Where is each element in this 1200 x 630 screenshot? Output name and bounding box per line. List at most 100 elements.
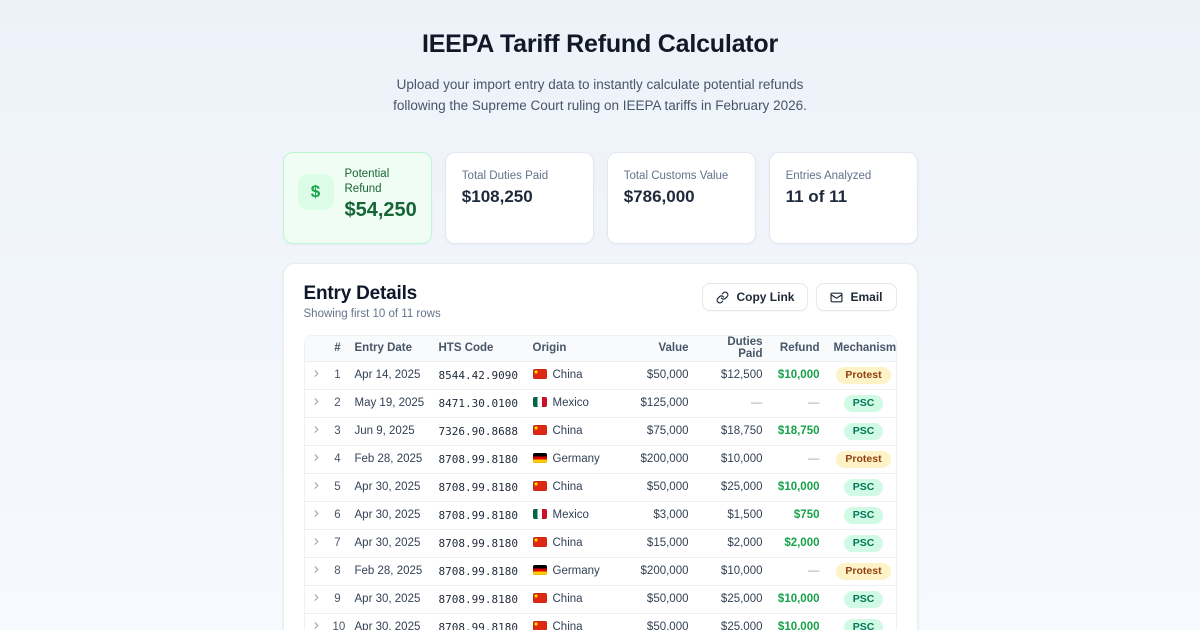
column-expand [304, 336, 327, 362]
hts-code: 8708.99.8180 [432, 473, 527, 502]
entry-details-panel: Entry Details Showing first 10 of 11 row… [282, 263, 918, 630]
origin-country: Germany [552, 565, 600, 577]
mechanism-badge: PSC [843, 478, 884, 496]
entry-date: Apr 30, 2025 [348, 501, 433, 530]
flag-mexico-icon [532, 509, 547, 519]
table-row[interactable]: 7 Apr 30, 2025 8708.99.8180 China $15,00… [304, 529, 896, 558]
chevron-right-icon[interactable] [311, 564, 322, 575]
entry-date: Apr 30, 2025 [348, 529, 433, 558]
refund-amount: — [770, 445, 828, 474]
entry-details-subtitle: Showing first 10 of 11 rows [303, 308, 441, 320]
table-row[interactable]: 4 Feb 28, 2025 8708.99.8180 Germany $200… [304, 445, 896, 474]
link-icon [716, 291, 729, 304]
table-row[interactable]: 3 Jun 9, 2025 7326.90.8688 China $75,000… [304, 417, 896, 446]
chevron-right-icon[interactable] [311, 620, 322, 630]
duties-paid: $10,000 [696, 445, 771, 474]
column-duties-paid: Duties Paid [696, 336, 771, 362]
mechanism-badge: Protest [836, 450, 891, 468]
stat-label: Potential Refund [344, 168, 390, 195]
customs-value: $75,000 [616, 417, 697, 446]
origin-country: Mexico [552, 397, 589, 409]
chevron-right-icon[interactable] [311, 536, 322, 547]
customs-value: $200,000 [616, 557, 697, 586]
mechanism-badge: PSC [843, 590, 884, 608]
table-row[interactable]: 9 Apr 30, 2025 8708.99.8180 China $50,00… [304, 585, 896, 614]
mechanism-badge: Protest [836, 562, 891, 580]
refund-amount: $750 [770, 501, 828, 530]
row-number: 1 [326, 361, 349, 390]
table-row[interactable]: 2 May 19, 2025 8471.30.0100 Mexico $125,… [304, 389, 896, 418]
email-label: Email [850, 290, 883, 304]
row-number: 10 [326, 613, 349, 630]
stat-label: Entries Analyzed [785, 170, 872, 182]
page-container: IEEPA Tariff Refund Calculator Upload yo… [282, 0, 918, 630]
refund-amount: — [770, 389, 828, 418]
chevron-right-icon[interactable] [311, 424, 322, 435]
mail-icon [830, 291, 843, 304]
refund-amount: $10,000 [770, 585, 828, 614]
flag-germany-icon [532, 453, 547, 463]
row-number: 2 [326, 389, 349, 418]
copy-link-button[interactable]: Copy Link [702, 283, 809, 311]
mechanism-badge: PSC [843, 394, 884, 412]
row-number: 9 [326, 585, 349, 614]
entry-date: Feb 28, 2025 [348, 557, 433, 586]
duties-paid: $25,000 [696, 473, 771, 502]
stat-value: $54,250 [344, 199, 417, 221]
column-entry-date: Entry Date [348, 336, 433, 362]
entry-date: Apr 30, 2025 [348, 585, 433, 614]
email-button[interactable]: Email [816, 283, 897, 311]
chevron-right-icon[interactable] [311, 452, 322, 463]
refund-amount: $10,000 [770, 613, 828, 630]
flag-china-icon [532, 537, 547, 547]
table-row[interactable]: 1 Apr 14, 2025 8544.42.9090 China $50,00… [304, 361, 896, 390]
table-row[interactable]: 8 Feb 28, 2025 8708.99.8180 Germany $200… [304, 557, 896, 586]
chevron-right-icon[interactable] [311, 368, 322, 379]
row-number: 7 [326, 529, 349, 558]
chevron-right-icon[interactable] [311, 508, 322, 519]
stat-value: $108,250 [461, 187, 533, 206]
duties-paid: — [696, 389, 771, 418]
entry-date: Feb 28, 2025 [348, 445, 433, 474]
chevron-right-icon[interactable] [311, 480, 322, 491]
dollar-icon: $ [297, 174, 334, 210]
chevron-right-icon[interactable] [311, 592, 322, 603]
table-row[interactable]: 5 Apr 30, 2025 8708.99.8180 China $50,00… [304, 473, 896, 502]
origin-country: China [552, 593, 583, 605]
origin-country: China [552, 369, 583, 381]
customs-value: $15,000 [616, 529, 697, 558]
origin-country: Germany [552, 453, 600, 465]
column-refund: Refund [770, 336, 828, 362]
origin-country: China [552, 481, 583, 493]
duties-paid: $18,750 [696, 417, 771, 446]
hts-code: 8708.99.8180 [432, 613, 527, 630]
flag-mexico-icon [532, 397, 547, 407]
customs-value: $125,000 [616, 389, 697, 418]
column-origin: Origin [526, 336, 617, 362]
flag-china-icon [532, 593, 547, 603]
stats-row: $ Potential Refund $54,250 Total Duties … [282, 152, 918, 244]
stat-card-total-duties: Total Duties Paid $108,250 [444, 152, 594, 244]
chevron-right-icon[interactable] [311, 396, 322, 407]
row-number: 6 [326, 501, 349, 530]
table-row[interactable]: 6 Apr 30, 2025 8708.99.8180 Mexico $3,00… [304, 501, 896, 530]
mechanism-badge: PSC [843, 422, 884, 440]
refund-amount: $10,000 [770, 473, 828, 502]
row-number: 4 [326, 445, 349, 474]
refund-amount: $18,750 [770, 417, 828, 446]
stat-value: $786,000 [623, 187, 695, 206]
entries-table: # Entry Date HTS Code Origin Value Dutie… [303, 335, 897, 630]
refund-amount: $10,000 [770, 361, 828, 390]
duties-paid: $10,000 [696, 557, 771, 586]
hts-code: 7326.90.8688 [432, 417, 527, 446]
table-header-row: # Entry Date HTS Code Origin Value Dutie… [304, 336, 896, 362]
stat-label: Total Customs Value [623, 170, 729, 182]
entry-details-title: Entry Details [303, 283, 418, 304]
table-row[interactable]: 10 Apr 30, 2025 8708.99.8180 China $50,0… [304, 613, 896, 630]
customs-value: $50,000 [616, 361, 697, 390]
customs-value: $3,000 [616, 501, 697, 530]
entry-date: Apr 30, 2025 [348, 473, 433, 502]
hts-code: 8708.99.8180 [432, 557, 527, 586]
stat-card-customs-value: Total Customs Value $786,000 [606, 152, 756, 244]
mechanism-badge: PSC [843, 506, 884, 524]
